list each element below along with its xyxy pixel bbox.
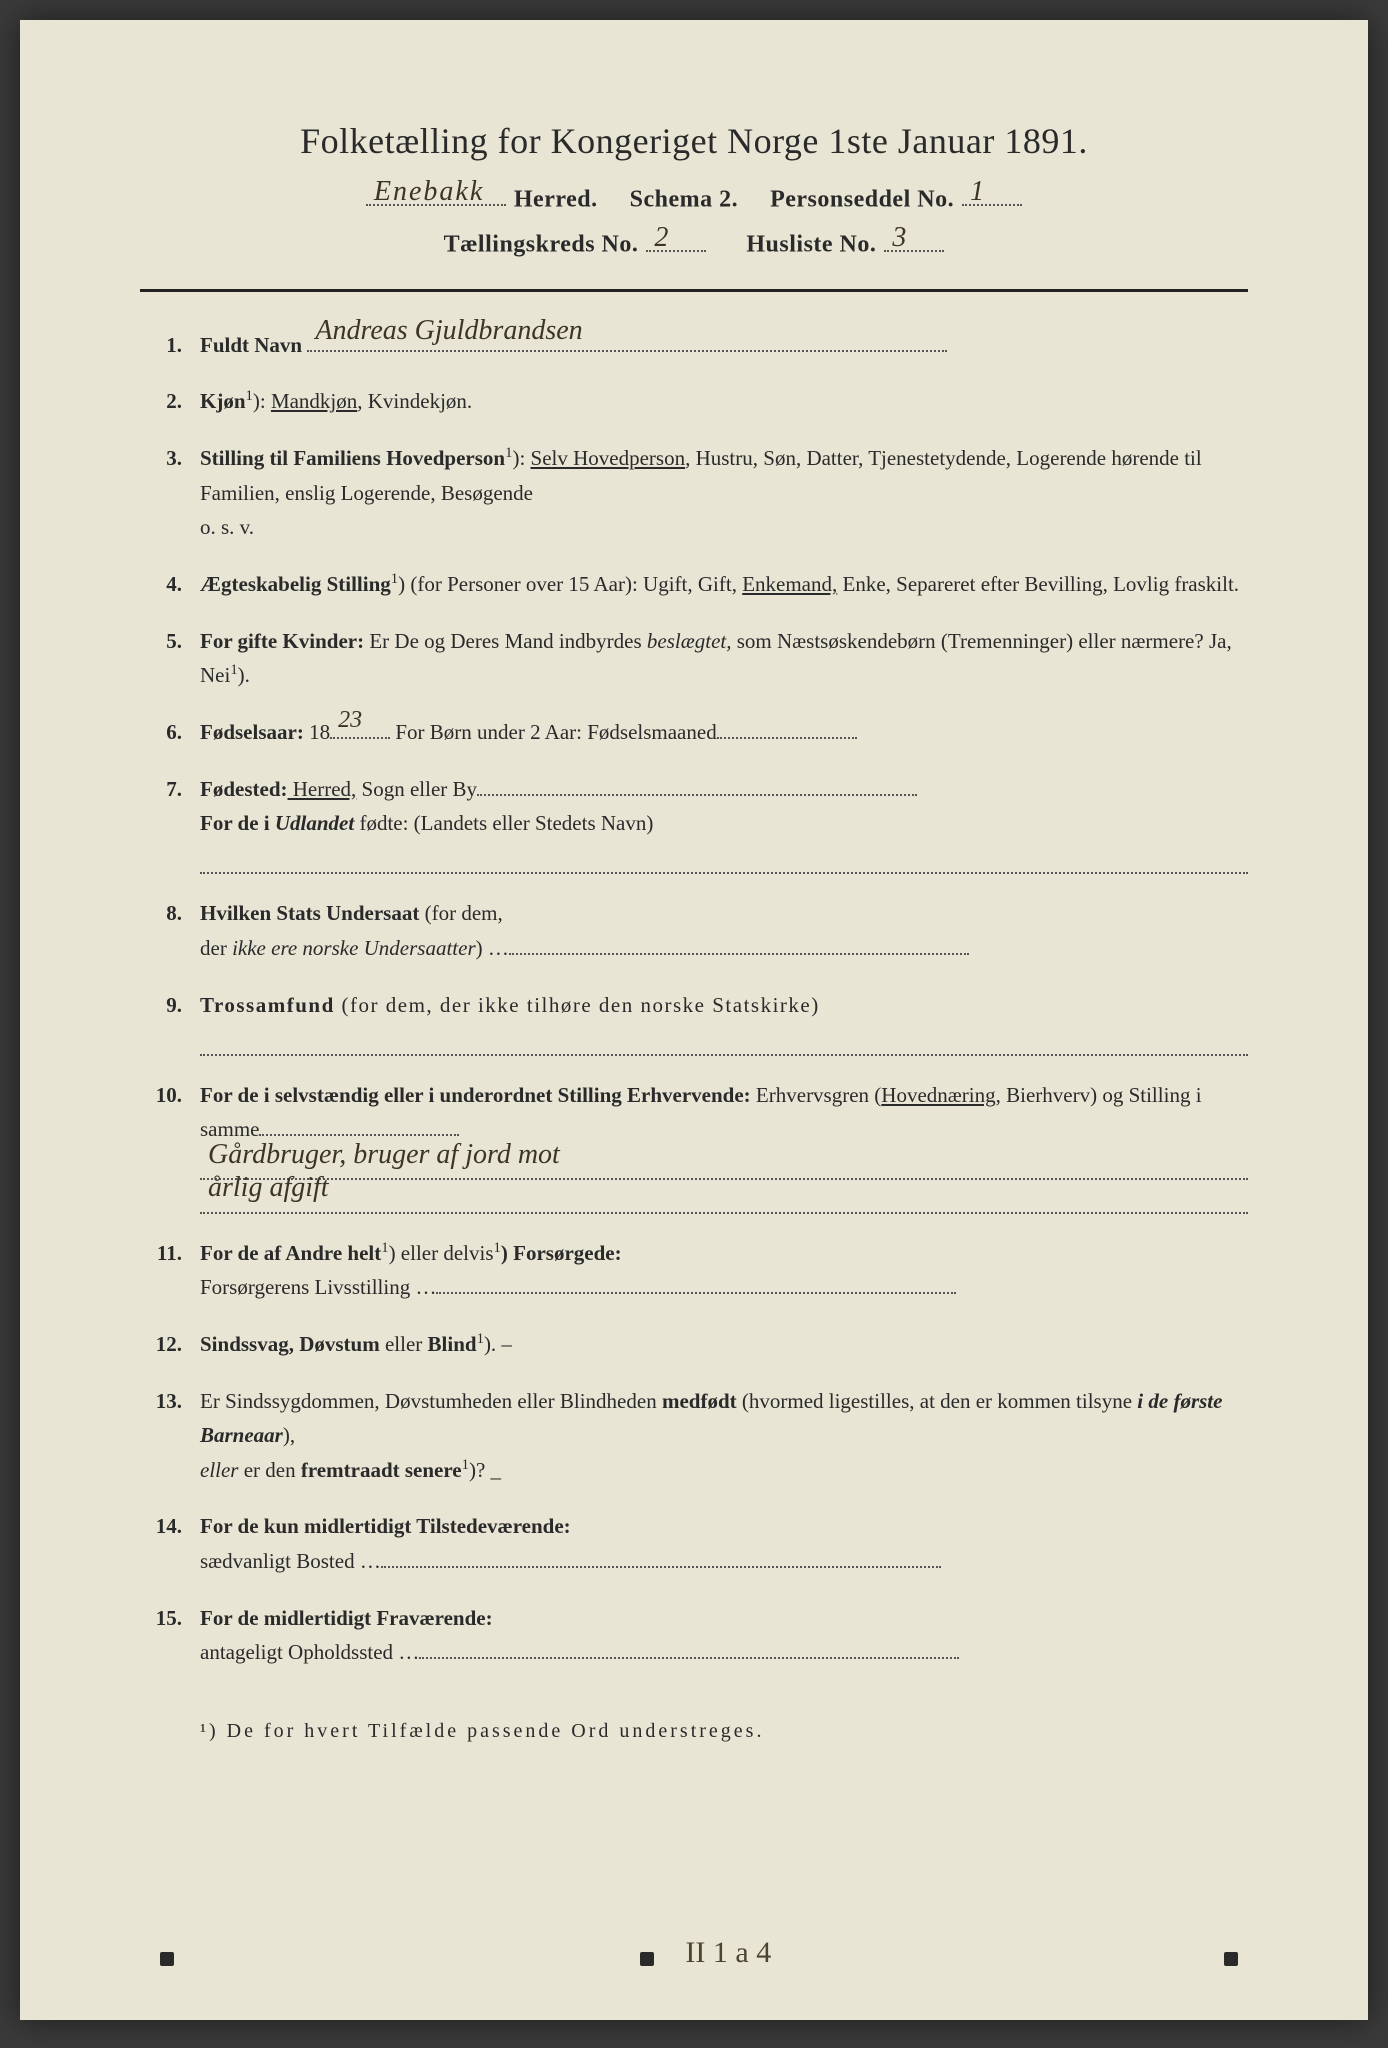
item-num: 8. [150,896,200,965]
item-num: 11. [150,1236,200,1305]
item-num: 10. [150,1078,200,1214]
tk-handwriting: 2 [654,222,670,254]
item-label: Sindssvag, Døvstum [200,1332,380,1356]
item-label: Kjøn [200,389,246,413]
item-label: Ægteskabelig Stilling [200,572,391,596]
name-field: Andreas Gjuldbrandsen [307,329,947,352]
item-14: 14. For de kun midlertidigt Tilstedevære… [150,1509,1248,1578]
name-handwriting: Andreas Gjuldbrandsen [315,308,582,354]
year-handwriting: 23 [338,701,362,741]
item-8: 8. Hvilken Stats Undersaat (for dem, der… [150,896,1248,965]
item-num: 13. [150,1384,200,1488]
footnote: ¹) De for hvert Tilfælde passende Ord un… [140,1720,1248,1743]
item-label: For de af Andre helt [200,1241,381,1265]
citizenship-field [509,932,969,955]
absent-location-field [419,1636,959,1659]
tk-field: 2 [646,225,706,251]
occupation-line-2: årlig afgift [200,1184,1248,1213]
gender-options: Mandkjøn, Kvindekjøn. [271,389,472,413]
abroad-field [200,845,1248,874]
divider [140,289,1248,292]
personseddel-field: 1 [962,180,1022,206]
bottom-handwriting: II 1 a 4 [685,1936,771,1970]
item-15: 15. For de midlertidigt Fraværende: anta… [150,1601,1248,1670]
hl-field: 3 [884,225,944,251]
item-label: Fødested: [200,777,288,801]
item-label: Trossamfund [200,993,335,1017]
item-label: Hvilken Stats Undersaat [200,901,419,925]
item-6: 6. Fødselsaar: 1823 For Børn under 2 Aar… [150,715,1248,750]
item-12: 12. Sindssvag, Døvstum eller Blind1). – [150,1327,1248,1362]
item-1: 1. Fuldt Navn Andreas Gjuldbrandsen [150,328,1248,363]
herred-label: Herred. [514,186,598,212]
provider-field [436,1271,956,1294]
item-label: For gifte Kvinder: [200,629,364,653]
item-label: For de kun midlertidigt Tilstedeværende: [200,1514,571,1538]
religion-field [200,1026,1248,1055]
item-4: 4. Ægteskabelig Stilling1) (for Personer… [150,567,1248,602]
birthplace-field [477,772,917,795]
punch-hole-icon [1224,1952,1238,1966]
tk-label: Tællingskreds No. [444,232,639,258]
item-13: 13. Er Sindssygdommen, Døvstumheden elle… [150,1384,1248,1488]
item-5: 5. For gifte Kvinder: Er De og Deres Man… [150,624,1248,693]
item-num: 9. [150,988,200,1056]
item-num: 14. [150,1509,200,1578]
item-num: 1. [150,328,200,363]
item-10: 10. For de i selvstændig eller i underor… [150,1078,1248,1214]
item-label: Fuldt Navn [200,333,302,357]
personseddel-label: Personseddel No. [770,186,954,212]
form-header: Folketælling for Kongeriget Norge 1ste J… [140,120,1248,259]
item-num: 2. [150,384,200,419]
item-num: 7. [150,772,200,875]
hl-handwriting: 3 [892,222,908,254]
item-7: 7. Fødested: Herred, Sogn eller By For d… [150,772,1248,875]
year-field: 23 [330,716,390,739]
punch-hole-icon [160,1952,174,1966]
item-3: 3. Stilling til Familiens Hovedperson1):… [150,441,1248,545]
item-2: 2. Kjøn1): Mandkjøn, Kvindekjøn. [150,384,1248,419]
item-label: Fødselsaar: [200,720,304,744]
form-items: 1. Fuldt Navn Andreas Gjuldbrandsen 2. K… [140,328,1248,1670]
hl-label: Husliste No. [746,232,876,258]
occupation-line-1: Gårdbruger, bruger af jord mot [200,1151,1248,1180]
item-label: Stilling til Familiens Hovedperson [200,446,505,470]
item-num: 4. [150,567,200,602]
header-line-2: Enebakk Herred. Schema 2. Personseddel N… [140,180,1248,213]
census-form-page: Folketælling for Kongeriget Norge 1ste J… [20,20,1368,2020]
temp-residence-field [381,1545,941,1568]
form-title: Folketælling for Kongeriget Norge 1ste J… [140,120,1248,162]
month-field [717,716,857,739]
personseddel-handwriting: 1 [970,176,986,208]
item-num: 6. [150,715,200,750]
schema-label: Schema 2. [630,186,739,212]
punch-hole-icon [640,1952,654,1966]
herred-handwriting: Enebakk [374,176,484,208]
item-num: 12. [150,1327,200,1362]
item-num: 15. [150,1601,200,1670]
item-num: 3. [150,441,200,545]
header-line-3: Tællingskreds No. 2 Husliste No. 3 [140,225,1248,258]
herred-field: Enebakk [366,180,506,206]
item-label: For de midlertidigt Fraværende: [200,1606,493,1630]
marital-underlined: Enkemand, [742,572,837,596]
etc: o. s. v. [200,515,254,539]
item-num: 5. [150,624,200,693]
item-11: 11. For de af Andre helt1) eller delvis1… [150,1236,1248,1305]
item-9: 9. Trossamfund (for dem, der ikke tilhør… [150,988,1248,1056]
